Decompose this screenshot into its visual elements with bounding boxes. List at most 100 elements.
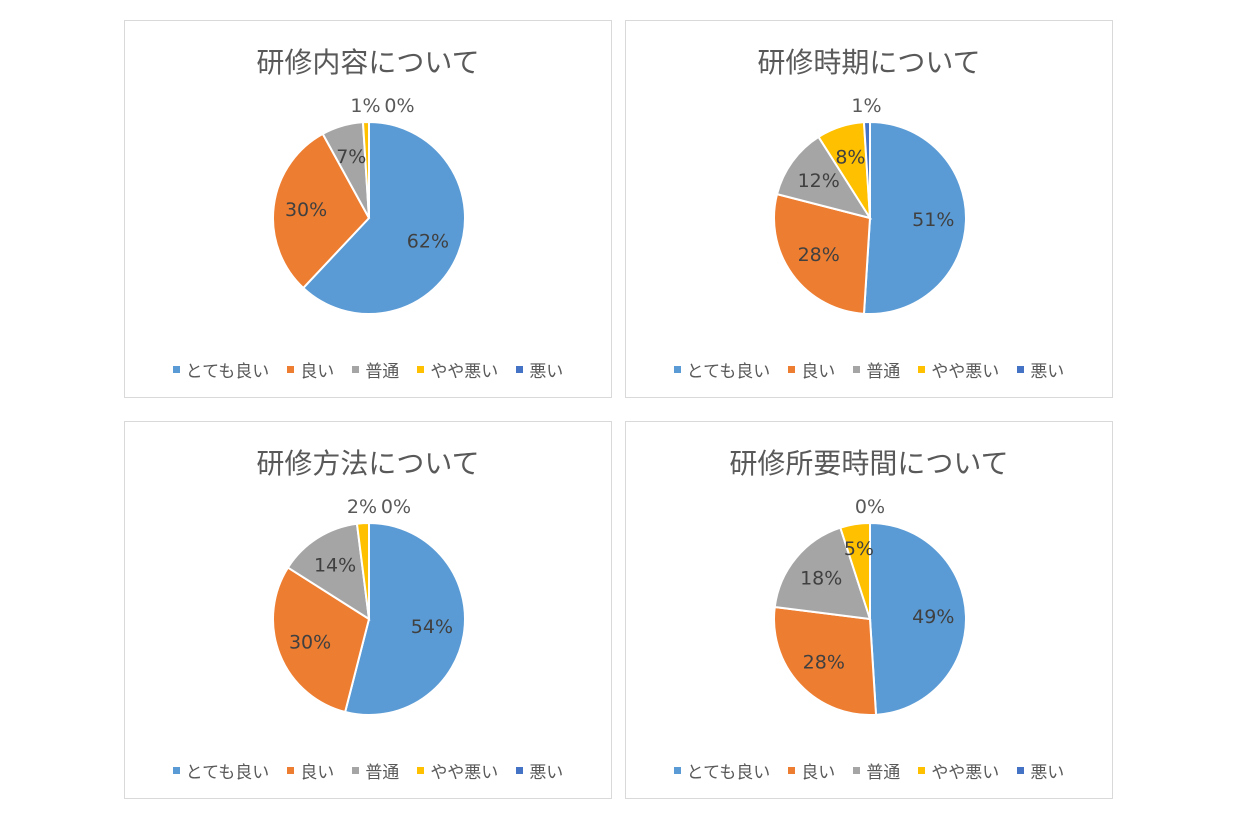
pie-slice-bad <box>862 120 871 219</box>
legend-label: とても良い <box>185 763 270 783</box>
legend-swatch <box>287 366 295 373</box>
legend-label: やや悪い <box>931 763 1000 783</box>
legend-label: やや悪い <box>430 763 499 783</box>
legend-label: 悪い <box>1030 362 1065 382</box>
legend-item-normal: 普通 <box>352 758 399 783</box>
pie-slice-normal <box>775 135 873 220</box>
legend-item-very-good: とても良い <box>172 357 270 382</box>
legend-swatch <box>788 767 796 774</box>
data-label-somewhat-bad: 2% <box>347 496 377 518</box>
legend-item-normal: 普通 <box>352 357 399 382</box>
data-label-normal: 12% <box>798 170 840 192</box>
legend-swatch <box>853 767 861 774</box>
legend-swatch <box>417 767 425 774</box>
pie-chart-training-method: 研修方法について 54% 30% 14% 2% 0% とても良い 良い 普通 やや悪い … <box>124 421 612 799</box>
data-label-normal: 7% <box>336 146 366 168</box>
pie-plot: 51% 28% 12%8% 1% <box>773 95 967 315</box>
data-label-bad: 0% <box>855 496 885 518</box>
legend-item-good: 良い <box>788 357 835 382</box>
pie-slice-good <box>773 192 872 315</box>
data-label-bad: 0% <box>384 95 414 117</box>
legend-label: 良い <box>300 763 335 783</box>
legend-item-bad: 悪い <box>516 758 563 783</box>
pie-slice-very-good <box>869 521 968 716</box>
chart-legend: とても良い 良い 普通 やや悪い 悪い <box>125 758 611 783</box>
data-label-bad: 0% <box>381 496 411 518</box>
legend-label: 悪い <box>1030 763 1065 783</box>
legend-swatch <box>918 767 926 774</box>
pie-plot: 62% 30% 7% 1% 0% <box>272 95 466 315</box>
pie-slice-very-good <box>301 120 466 315</box>
legend-swatch <box>853 366 861 373</box>
data-label-somewhat-bad: 1% <box>350 95 380 117</box>
data-label-very-good: 62% <box>407 230 449 252</box>
legend-label: 普通 <box>866 763 901 783</box>
legend-swatch <box>287 767 295 774</box>
legend-label: とても良い <box>185 362 270 382</box>
data-label-good: 28% <box>798 244 840 266</box>
legend-swatch <box>417 366 425 373</box>
data-label-somewhat-bad: 8% <box>835 147 865 169</box>
legend-item-good: 良い <box>287 758 334 783</box>
pie-slice-somewhat-bad <box>839 521 871 620</box>
legend-item-very-good: とても良い <box>673 758 771 783</box>
pie-slice-very-good <box>862 120 967 315</box>
legend-swatch <box>1017 767 1025 774</box>
data-label-good: 30% <box>285 199 327 221</box>
legend-label: 良い <box>801 763 836 783</box>
pie-slice-very-good <box>343 521 466 716</box>
data-label-good: 28% <box>803 651 845 673</box>
data-label-normal: 14% <box>314 555 356 577</box>
legend-label: とても良い <box>686 763 771 783</box>
pie-chart-training-content: 研修内容について 62% 30% 7% 1% 0% とても良い 良い 普通 やや悪い 悪… <box>124 20 612 398</box>
legend-label: 良い <box>801 362 836 382</box>
pie-slice-normal <box>286 522 371 621</box>
legend-swatch <box>1017 366 1025 373</box>
data-label-somewhat-bad: 5% <box>844 538 874 560</box>
legend-item-bad: 悪い <box>1017 357 1064 382</box>
legend-item-normal: 普通 <box>853 357 900 382</box>
chart-title: 研修内容について <box>256 46 480 79</box>
pie-plot: 54% 30% 14% 2% 0% <box>272 496 466 716</box>
legend-swatch <box>918 366 926 373</box>
chart-title: 研修所要時間について <box>729 447 1009 480</box>
data-label-good: 30% <box>289 631 331 653</box>
data-label-very-good: 51% <box>912 209 954 231</box>
pie-slice-somewhat-bad <box>355 521 370 620</box>
legend-item-normal: 普通 <box>853 758 900 783</box>
data-label-normal: 18% <box>800 568 842 590</box>
legend-item-somewhat-bad: やや悪い <box>918 357 999 382</box>
legend-swatch <box>352 366 360 373</box>
legend-item-somewhat-bad: やや悪い <box>417 357 498 382</box>
legend-item-good: 良い <box>287 357 334 382</box>
chart-title: 研修方法について <box>256 447 480 480</box>
legend-label: 悪い <box>529 362 564 382</box>
chart-legend: とても良い 良い 普通 やや悪い 悪い <box>125 357 611 382</box>
pie-slice-normal <box>773 526 872 621</box>
legend-item-very-good: とても良い <box>673 357 771 382</box>
chart-legend: とても良い 良い 普通 やや悪い 悪い <box>626 357 1112 382</box>
legend-label: 普通 <box>866 362 901 382</box>
pie-slice-good <box>272 566 371 714</box>
legend-item-good: 良い <box>788 758 835 783</box>
legend-item-bad: 悪い <box>1017 758 1064 783</box>
chart-legend: とても良い 良い 普通 やや悪い 悪い <box>626 758 1112 783</box>
legend-swatch <box>673 366 681 373</box>
pie-slice-somewhat-bad <box>361 120 370 219</box>
legend-swatch <box>172 767 180 774</box>
legend-label: 普通 <box>365 763 400 783</box>
legend-swatch <box>673 767 681 774</box>
legend-item-somewhat-bad: やや悪い <box>417 758 498 783</box>
legend-label: 良い <box>300 362 335 382</box>
pie-chart-training-period: 研修時期について 51% 28% 12% 8% 1% とても良い 良い 普通 やや悪い … <box>625 20 1113 398</box>
legend-item-somewhat-bad: やや悪い <box>918 758 999 783</box>
legend-item-bad: 悪い <box>516 357 563 382</box>
legend-swatch <box>516 366 524 373</box>
legend-label: 普通 <box>365 362 400 382</box>
legend-label: やや悪い <box>430 362 499 382</box>
chart-title: 研修時期について <box>757 46 981 79</box>
data-label-bad: 1% <box>851 95 881 117</box>
legend-item-very-good: とても良い <box>172 758 270 783</box>
legend-label: とても良い <box>686 362 771 382</box>
legend-swatch <box>352 767 360 774</box>
